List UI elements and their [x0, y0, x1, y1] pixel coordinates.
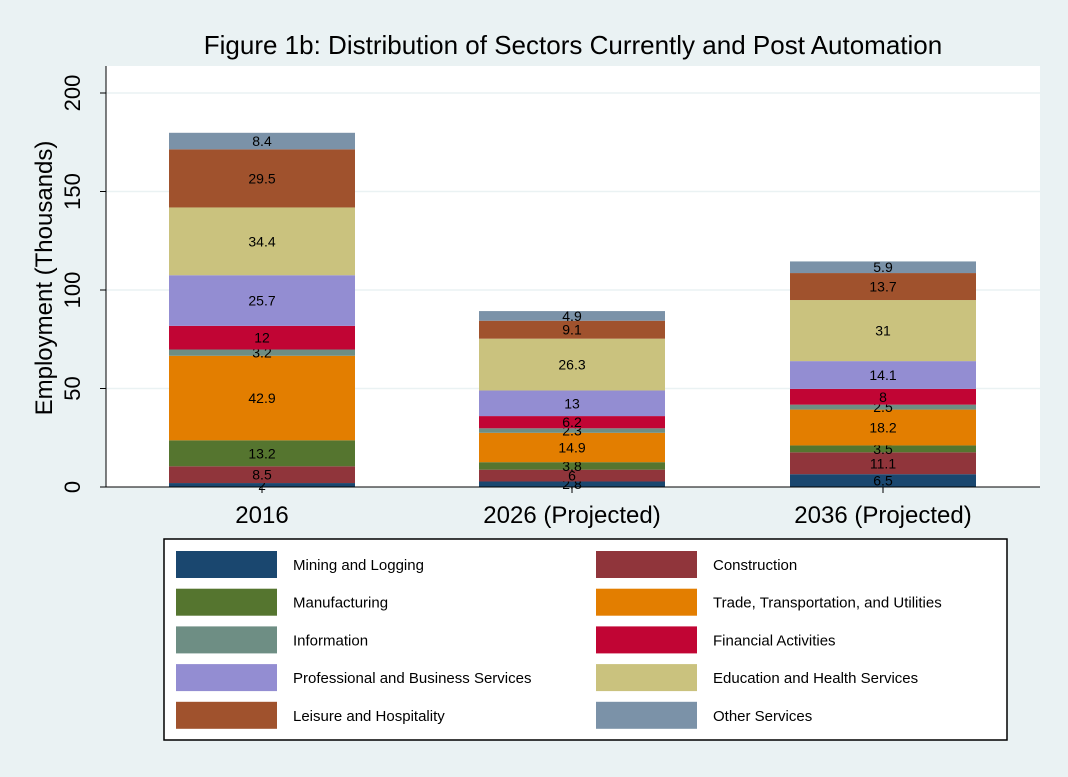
data-label: 6.2: [562, 414, 582, 430]
y-axis-ticks: 0 50 100 150 200: [60, 75, 106, 493]
y-tick-label: 200: [60, 75, 85, 112]
x-category-label: 2026 (Projected): [483, 502, 660, 529]
data-label: 13: [564, 395, 580, 411]
bar-segment: [479, 311, 665, 321]
data-label: 14.1: [869, 367, 896, 383]
bar-segment: [479, 428, 665, 433]
data-label: 26.3: [558, 357, 585, 373]
legend-swatch: [176, 664, 277, 692]
legend-label: Trade, Transportation, and Utilities: [713, 595, 942, 612]
x-category-label: 2036 (Projected): [794, 502, 971, 529]
x-axis-categories: 2016 2026 (Projected) 2036 (Projected): [235, 487, 972, 529]
data-label: 2: [258, 477, 266, 493]
bar-segment: [169, 275, 355, 326]
legend-label: Professional and Business Services: [293, 670, 531, 687]
legend-swatch: [596, 551, 697, 578]
bar-segment: [169, 132, 355, 150]
bar-segment: [479, 469, 665, 482]
legend-swatch: [596, 588, 697, 616]
data-label: 18.2: [869, 420, 896, 436]
data-label: 29.5: [248, 170, 275, 186]
x-category-label: 2016: [235, 502, 288, 529]
data-label: 6.5: [873, 473, 893, 489]
bar-segment: [169, 483, 355, 487]
data-label: 8: [879, 389, 887, 405]
bar-segment: [479, 338, 665, 391]
bar-segment: [169, 207, 355, 276]
data-label: 8.5: [252, 467, 272, 483]
bar-segment: [169, 466, 355, 484]
legend-swatch: [176, 626, 277, 654]
legend-label: Financial Activities: [713, 632, 836, 649]
bar-segment: [790, 474, 976, 487]
data-label: 8.4: [252, 133, 272, 149]
legend-label: Leisure and Hospitality: [293, 708, 445, 725]
legend-label: Information: [293, 632, 368, 649]
bar-segment: [790, 261, 976, 274]
legend: [163, 538, 1008, 741]
bar-segment: [169, 355, 355, 441]
bar-segment: [790, 404, 976, 410]
bar-segment: [169, 325, 355, 350]
legend-swatch: [596, 664, 697, 692]
y-axis-label: Employment (Thousands): [31, 141, 58, 416]
legend-label: Mining and Logging: [293, 557, 424, 574]
data-label: 4.9: [562, 308, 582, 324]
bar-segment: [479, 416, 665, 429]
data-label: 25.7: [248, 293, 275, 309]
bar-segment: [790, 388, 976, 405]
bar-segment: [790, 273, 976, 301]
bar-segment: [169, 149, 355, 208]
data-label: 11.1: [870, 455, 896, 471]
data-label: 5.9: [873, 259, 893, 275]
data-label: 31: [875, 323, 891, 339]
legend-label: Manufacturing: [293, 595, 388, 612]
legend-swatch: [596, 626, 697, 654]
data-label: 13.7: [869, 279, 896, 295]
data-label: 42.9: [248, 390, 275, 406]
bar-segment: [790, 300, 976, 362]
legend-swatch: [596, 701, 697, 729]
legend-swatch: [176, 588, 277, 616]
data-label: 34.4: [248, 233, 275, 249]
bar-segment: [479, 432, 665, 463]
data-label: 6: [568, 468, 576, 484]
bar-segment: [479, 481, 665, 487]
data-label: 14.9: [558, 440, 585, 456]
bar-segment: [169, 349, 355, 356]
bar-segment: [790, 409, 976, 446]
bar-segment: [790, 452, 976, 475]
legend-label: Education and Health Services: [713, 670, 918, 687]
chart-title: Figure 1b: Distribution of Sectors Curre…: [204, 30, 942, 60]
bar-segment: [479, 320, 665, 339]
data-label: 13.2: [248, 445, 275, 461]
bar-segment: [479, 462, 665, 470]
legend-label: Construction: [713, 557, 797, 574]
y-tick-label: 0: [60, 481, 85, 493]
bars: 28.513.242.93.21225.734.429.58.42.863.81…: [169, 132, 976, 493]
legend-label: Other Services: [713, 708, 812, 725]
y-tick-label: 100: [60, 272, 85, 309]
bar-segment: [479, 390, 665, 417]
data-label: 9.1: [562, 322, 582, 338]
legend-swatch: [176, 551, 277, 578]
legend-items: Mining and Logging Construction Manufactur…: [176, 551, 942, 729]
bar-segment: [169, 440, 355, 467]
data-label: 12: [254, 330, 270, 346]
y-tick-label: 50: [60, 376, 85, 400]
y-tick-label: 150: [60, 173, 85, 210]
legend-swatch: [176, 701, 277, 729]
bar-segment: [790, 361, 976, 389]
bar-segment: [790, 445, 976, 453]
